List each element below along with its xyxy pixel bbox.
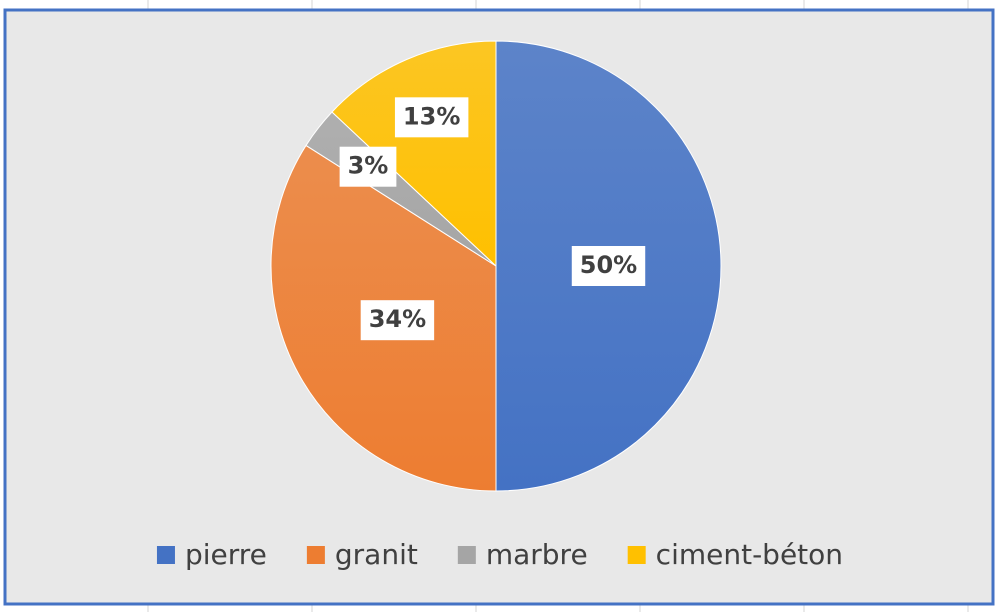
value-label: 13% (403, 102, 460, 130)
legend-swatch (306, 546, 325, 564)
value-label: 34% (369, 305, 426, 333)
value-label-box (394, 97, 469, 138)
pie-slice (331, 40, 497, 268)
legend-swatch (627, 546, 646, 564)
value-label-box (360, 300, 435, 341)
legend-label: pierre (185, 538, 267, 571)
value-label-box (339, 146, 397, 187)
value-label: 3% (348, 152, 389, 180)
value-label-box (571, 246, 646, 286)
legend-label: marbre (486, 538, 588, 571)
legend-label: ciment-béton (656, 538, 843, 571)
value-label: 50% (580, 251, 637, 279)
legend-label: granit (335, 538, 418, 571)
legend-swatch (156, 546, 175, 564)
legend-swatch (457, 546, 476, 564)
